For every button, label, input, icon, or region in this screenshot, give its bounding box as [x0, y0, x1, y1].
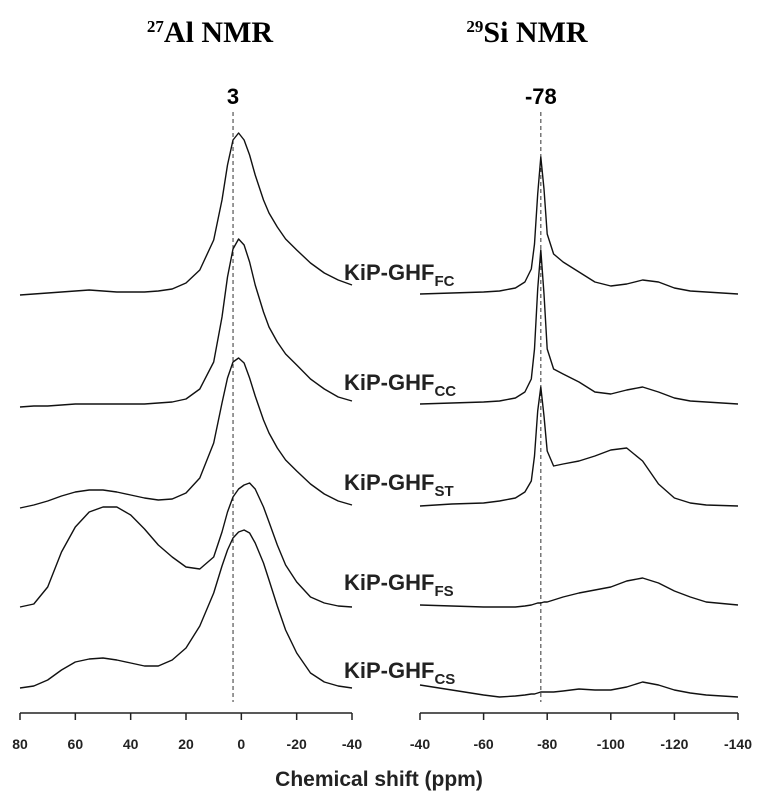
- panel-title: 29Si NMR: [466, 16, 588, 49]
- title-text: Si NMR: [483, 16, 588, 49]
- spectrum: [419, 577, 739, 608]
- sample-label: KiP-GHFCS: [344, 658, 455, 688]
- sample-subscript: ST: [434, 483, 453, 500]
- x-tick-label: -100: [597, 736, 625, 752]
- x-tick-label: -40: [342, 736, 362, 752]
- sample-subscript: FS: [434, 583, 453, 600]
- spectrum: [419, 249, 739, 405]
- spectrum: [19, 357, 353, 509]
- sample-label: KiP-GHFST: [344, 470, 454, 500]
- x-tick-label: 60: [68, 736, 84, 752]
- x-tick-label: -60: [473, 736, 493, 752]
- sample-subscript: CC: [434, 383, 456, 400]
- x-tick-label: -140: [724, 736, 752, 752]
- spectrum: [419, 156, 739, 295]
- x-tick-label: 40: [123, 736, 139, 752]
- sample-subscript: CS: [434, 671, 455, 688]
- x-axis-label: Chemical shift (ppm): [275, 768, 483, 791]
- reference-label: 3: [227, 84, 239, 109]
- x-tick-label: 0: [237, 736, 245, 752]
- spectrum: [19, 238, 353, 408]
- x-tick-label: 20: [178, 736, 194, 752]
- sample-name: KiP-GHF: [344, 570, 434, 595]
- spectrum: [19, 482, 353, 608]
- spectrum: [19, 529, 353, 689]
- spectrum: [419, 386, 739, 507]
- x-tick-label: -40: [410, 736, 430, 752]
- sample-subscript: FC: [434, 273, 454, 290]
- sample-name: KiP-GHF: [344, 260, 434, 285]
- title-superscript: 27: [147, 17, 165, 36]
- sample-label: KiP-GHFFS: [344, 570, 454, 600]
- spectrum: [19, 132, 353, 296]
- x-tick-label: 80: [12, 736, 28, 752]
- x-tick-label: -120: [660, 736, 688, 752]
- sample-name: KiP-GHF: [344, 658, 434, 683]
- x-tick-label: -80: [537, 736, 557, 752]
- sample-name: KiP-GHF: [344, 470, 434, 495]
- x-tick-label: -20: [287, 736, 307, 752]
- title-text: Al NMR: [164, 16, 273, 49]
- panel-title: 27Al NMR: [147, 16, 273, 49]
- spectrum: [419, 681, 739, 698]
- reference-label: -78: [525, 84, 557, 109]
- sample-label: KiP-GHFFC: [344, 260, 455, 290]
- title-superscript: 29: [466, 17, 483, 36]
- sample-label: KiP-GHFCC: [344, 370, 456, 400]
- sample-name: KiP-GHF: [344, 370, 434, 395]
